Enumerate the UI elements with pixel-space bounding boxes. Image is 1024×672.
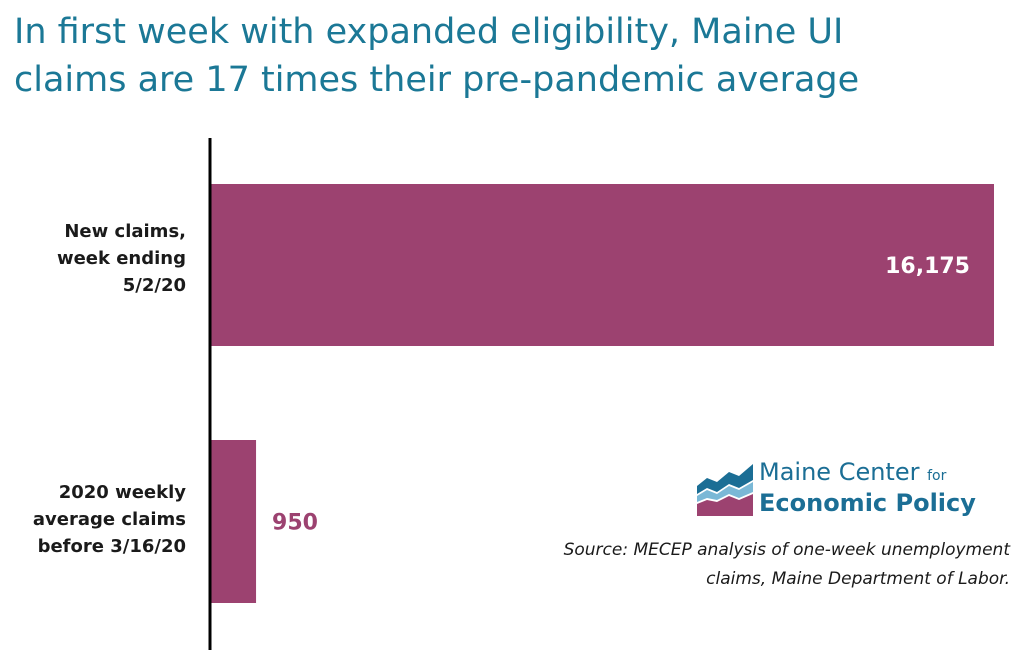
logo-name-line-1: Maine Center for [759, 458, 946, 490]
data-label-1: 950 [272, 511, 318, 536]
source-note: Source: MECEP analysis of one-week unemp… [450, 536, 1010, 594]
category-label-line: before 3/16/20 [37, 536, 186, 557]
category-label-line: average claims [32, 509, 186, 530]
bar-0 [210, 184, 994, 346]
mountains-logo-icon [697, 464, 753, 516]
category-label-line: New claims, [64, 221, 186, 242]
chart-title-line-1: In first week with expanded eligibility,… [14, 12, 844, 52]
logo-name-text: Maine Center [759, 458, 920, 486]
data-label-0: 16,175 [885, 254, 970, 279]
category-label-line: week ending [56, 248, 186, 269]
bar-1 [210, 440, 257, 603]
mecep-logo: Maine Center for Economic Policy [697, 458, 1017, 520]
chart-title-line-2: claims are 17 times their pre-pandemic a… [14, 60, 860, 100]
category-label-weekly-average: 2020 weekly average claims before 3/16/2… [0, 479, 186, 560]
logo-name-line-2: Economic Policy [759, 489, 976, 517]
category-label-line: 5/2/20 [122, 275, 186, 296]
logo-for-text: for [927, 468, 947, 484]
source-note-line-2: claims, Maine Department of Labor. [706, 569, 1010, 589]
category-label-new-claims: New claims, week ending 5/2/20 [0, 218, 186, 299]
source-note-line-1: Source: MECEP analysis of one-week unemp… [563, 540, 1010, 560]
category-label-line: 2020 weekly [58, 482, 186, 503]
chart-title: In first week with expanded eligibility,… [14, 8, 1014, 104]
